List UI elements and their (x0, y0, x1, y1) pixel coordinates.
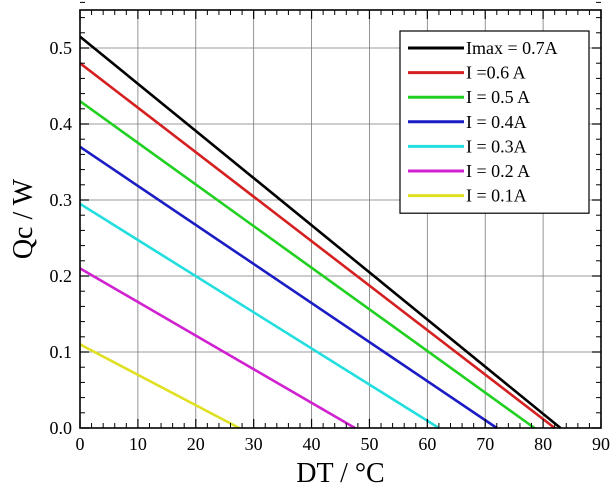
legend-label: I = 0.4A (466, 112, 527, 132)
legend-label: Imax = 0.7A (466, 38, 558, 58)
x-axis-title: DT / °C (296, 458, 384, 489)
legend-label: I =0.6 A (466, 63, 526, 83)
y-axis-title: Qc / W (8, 178, 39, 259)
x-tick-labels: 0 10 20 30 40 50 60 70 80 90 (76, 434, 611, 454)
x-tick-label: 10 (129, 434, 147, 454)
x-tick-label: 30 (245, 434, 263, 454)
y-tick-label: 0.4 (50, 114, 73, 134)
legend-label: I = 0.2 A (466, 161, 530, 181)
y-tick-label: 0.2 (50, 266, 73, 286)
x-tick-label: 60 (418, 434, 436, 454)
x-tick-label: 80 (534, 434, 552, 454)
plot-frame (79, 9, 602, 429)
y-tick-label: 0.0 (50, 418, 73, 438)
y-tick-labels: 0.0 0.1 0.2 0.3 0.4 0.5 (50, 38, 73, 438)
series-line-4 (79, 145, 498, 430)
y-tick-label: 0.5 (50, 38, 73, 58)
y-tick-label: 0.3 (50, 190, 73, 210)
series-line-5 (79, 202, 440, 430)
axis-ticks (79, 1, 602, 429)
legend-label: I = 0.1A (466, 186, 527, 206)
x-tick-label: 70 (476, 434, 494, 454)
series-lines (79, 35, 562, 430)
series-line-6 (79, 267, 356, 430)
legend: Imax = 0.7A I =0.6 A I = 0.5 A I = 0.4A I = … (399, 30, 590, 214)
series-line-7 (79, 343, 240, 430)
legend-box (399, 30, 590, 214)
y-tick-label: 0.1 (50, 342, 73, 362)
x-tick-label: 0 (76, 434, 85, 454)
legend-items: Imax = 0.7A I =0.6 A I = 0.5 A I = 0.4A I = … (408, 38, 558, 206)
legend-label: I = 0.5 A (466, 87, 530, 107)
legend-label: I = 0.3A (466, 136, 527, 156)
series-line-1 (79, 35, 562, 430)
series-line-3 (79, 100, 536, 430)
x-tick-label: 20 (187, 434, 205, 454)
x-tick-label: 90 (592, 434, 610, 454)
x-tick-label: 50 (360, 434, 378, 454)
x-tick-label: 40 (303, 434, 321, 454)
series-line-2 (79, 62, 556, 430)
